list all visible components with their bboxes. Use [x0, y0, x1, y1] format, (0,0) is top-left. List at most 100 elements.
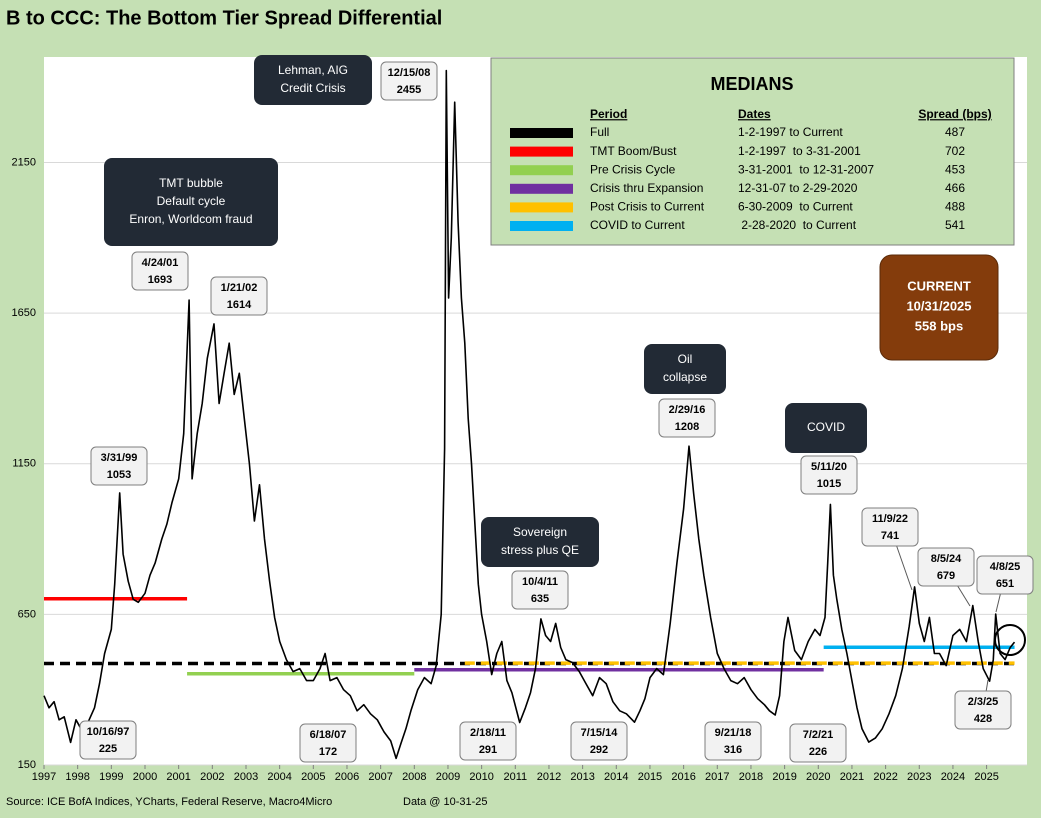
callout-date: 2/29/16: [669, 404, 706, 416]
x-tick-label: 2012: [537, 771, 561, 783]
note-text: Sovereign: [513, 525, 567, 539]
x-tick-label: 2019: [772, 771, 796, 783]
x-tick-label: 2002: [200, 771, 224, 783]
callout-value: 1053: [107, 469, 131, 481]
x-tick-label: 2024: [941, 771, 965, 783]
median-dates: 2-28-2020 to Current: [738, 218, 857, 232]
legend-swatch: [510, 221, 573, 231]
legend-swatch: [510, 128, 573, 138]
note-text: Credit Crisis: [280, 81, 345, 95]
callout-box: [570, 721, 628, 761]
note-text: Default cycle: [157, 194, 226, 208]
x-tick-label: 2005: [301, 771, 325, 783]
x-tick-label: 2016: [671, 771, 695, 783]
note-text: collapse: [663, 370, 707, 384]
x-tick-label: 2004: [267, 771, 291, 783]
medians-title: MEDIANS: [710, 74, 793, 94]
note-text: Oil: [678, 352, 693, 366]
median-period: COVID to Current: [590, 218, 685, 232]
callout-box: [704, 721, 762, 761]
x-tick-label: 2023: [907, 771, 931, 783]
x-tick-label: 2014: [604, 771, 628, 783]
x-tick-label: 2025: [974, 771, 998, 783]
callout-value: 1614: [227, 299, 252, 311]
x-tick-label: 2021: [840, 771, 864, 783]
callout-value: 292: [590, 744, 608, 756]
note-text: TMT bubble: [159, 176, 223, 190]
median-dates: 1-2-1997 to Current: [738, 125, 843, 139]
callout-date: 4/8/25: [990, 561, 1021, 573]
y-tick-label: 150: [18, 759, 36, 771]
callout-box: [459, 721, 517, 761]
x-tick-label: 1999: [99, 771, 123, 783]
medians-header: Spread (bps): [918, 107, 991, 121]
note-text: Lehman, AIG: [278, 63, 348, 77]
median-spread: 541: [945, 218, 965, 232]
note-box: [254, 55, 372, 105]
x-tick-label: 2006: [335, 771, 359, 783]
note-text: Enron, Worldcom fraud: [129, 212, 252, 226]
callout-value: 635: [531, 593, 549, 605]
median-dates: 12-31-07 to 2-29-2020: [738, 181, 858, 195]
data-note: Data @ 10-31-25: [403, 796, 488, 808]
callout-date: 4/24/01: [142, 257, 179, 269]
x-tick-label: 2020: [806, 771, 830, 783]
callout-box: [954, 690, 1012, 730]
medians-header: Period: [590, 107, 627, 121]
callout-date: 2/18/11: [470, 727, 506, 739]
note-box: [785, 403, 867, 453]
callout-date: 2/3/25: [968, 696, 999, 708]
callout-box: [90, 446, 148, 486]
callout-date: 6/18/07: [310, 729, 347, 741]
callout-box: [976, 555, 1034, 595]
median-period: Crisis thru Expansion: [590, 181, 703, 195]
current-box: [879, 254, 999, 361]
spread-line: [43, 69, 1016, 760]
x-tick-label: 2010: [469, 771, 493, 783]
current-text: CURRENT: [907, 278, 971, 293]
callout-value: 428: [974, 713, 992, 725]
medians-box: [490, 57, 1015, 246]
note-text: stress plus QE: [501, 543, 579, 557]
callout-value: 225: [99, 743, 117, 755]
median-dates: 3-31-2001 to 12-31-2007: [738, 162, 874, 176]
x-tick-label: 2008: [402, 771, 426, 783]
callout-box: [380, 61, 438, 101]
x-tick-label: 1998: [65, 771, 89, 783]
median-period: TMT Boom/Bust: [590, 144, 677, 158]
callout-date: 11/9/22: [872, 513, 908, 525]
current-marker: [994, 624, 1026, 656]
x-tick-label: 2013: [570, 771, 594, 783]
median-spread: 466: [945, 181, 965, 195]
callout-value: 741: [881, 530, 899, 542]
source-note: Source: ICE BofA Indices, YCharts, Feder…: [6, 796, 332, 808]
callout-box: [79, 720, 137, 760]
medians-header: Dates: [738, 107, 771, 121]
callout-value: 2455: [397, 84, 421, 96]
callout-date: 5/11/20: [811, 461, 847, 473]
callout-date: 9/21/18: [715, 727, 752, 739]
callout-date: 8/5/24: [931, 553, 962, 565]
callout-box: [210, 276, 268, 316]
callout-value: 1015: [817, 478, 841, 490]
y-tick-label: 1150: [12, 458, 36, 470]
callout-date: 7/15/14: [581, 727, 619, 739]
chart-title: B to CCC: The Bottom Tier Spread Differe…: [6, 7, 442, 29]
callout-box: [131, 251, 189, 291]
x-tick-label: 2007: [368, 771, 392, 783]
y-tick-label: 650: [18, 608, 36, 620]
legend-swatch: [510, 165, 573, 176]
median-spread: 488: [945, 200, 965, 214]
callout-box: [800, 455, 858, 495]
callout-date: 3/31/99: [101, 452, 138, 464]
median-spread: 453: [945, 162, 965, 176]
callout-value: 651: [996, 578, 1014, 590]
callout-date: 1/21/02: [221, 282, 258, 294]
callout-date: 7/2/21: [803, 729, 834, 741]
x-tick-label: 2022: [873, 771, 897, 783]
median-period: Full: [590, 125, 609, 139]
median-dates: 6-30-2009 to Current: [738, 200, 853, 214]
x-tick-label: 2011: [503, 771, 527, 783]
callout-value: 1208: [675, 421, 699, 433]
x-tick-label: 2001: [166, 771, 190, 783]
